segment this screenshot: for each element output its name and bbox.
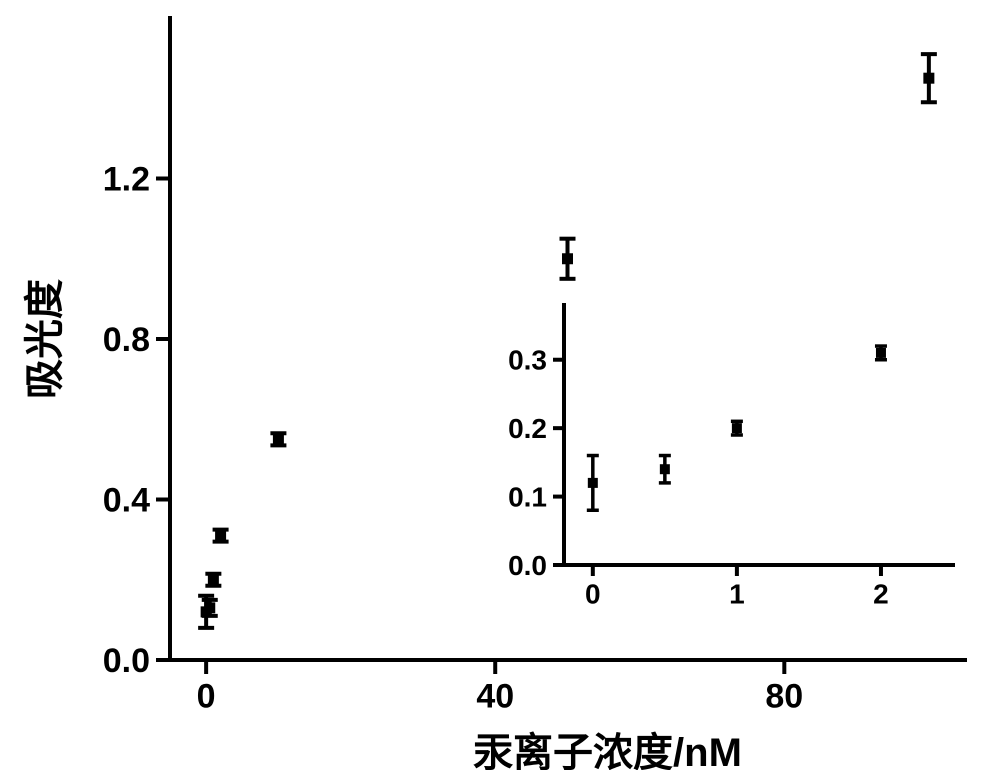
inset-chart-data-point xyxy=(588,478,598,488)
inset-chart: 0 1 2 0.0 0.1 0.2 0.3 xyxy=(508,305,953,609)
inset-chart-y-tick-label: 0.3 xyxy=(508,345,547,376)
main-chart-x-axis-title: 汞离子浓度/nM xyxy=(473,731,742,770)
inset-chart-x-tick-label: 1 xyxy=(729,578,745,609)
main-chart-data-point xyxy=(562,253,573,264)
chart-svg: 0 40 80 0.0 0.4 0.8 1.2 汞离子浓度/nM 吸光度 0 1 2 0.0 0.1 0.2… xyxy=(0,0,995,770)
inset-chart-data-point xyxy=(732,423,742,433)
inset-chart-y-tick-label: 0.2 xyxy=(508,413,547,444)
inset-chart-data-point xyxy=(660,464,670,474)
inset-chart-x-tick-label: 0 xyxy=(585,578,601,609)
main-chart-data-point xyxy=(923,73,934,84)
inset-chart-y-tick-label: 0.1 xyxy=(508,481,547,512)
main-chart-x-tick-label: 40 xyxy=(476,678,514,716)
inset-chart-x-tick-label: 2 xyxy=(873,578,889,609)
main-chart-data-point xyxy=(208,574,219,585)
main-chart-y-tick-label: 0.8 xyxy=(103,321,150,359)
main-chart-x-tick-label: 80 xyxy=(765,678,803,716)
chart-container: 0 40 80 0.0 0.4 0.8 1.2 汞离子浓度/nM 吸光度 0 1 2 0.0 0.1 0.2… xyxy=(0,0,995,770)
main-chart-y-tick-label: 0.0 xyxy=(103,642,150,680)
main-chart-data-point xyxy=(273,434,284,445)
main-chart-y-tick-label: 1.2 xyxy=(103,160,150,198)
inset-chart-data-point xyxy=(876,348,886,358)
main-chart-x-tick-label: 0 xyxy=(197,678,216,716)
main-chart: 0 40 80 0.0 0.4 0.8 1.2 汞离子浓度/nM 吸光度 xyxy=(23,18,965,770)
main-chart-data-point xyxy=(215,530,226,541)
main-chart-y-axis-title: 吸光度 xyxy=(23,279,67,399)
main-chart-data-point xyxy=(204,602,215,613)
main-chart-y-tick-label: 0.4 xyxy=(103,481,150,519)
inset-chart-y-tick-label: 0.0 xyxy=(508,550,547,581)
